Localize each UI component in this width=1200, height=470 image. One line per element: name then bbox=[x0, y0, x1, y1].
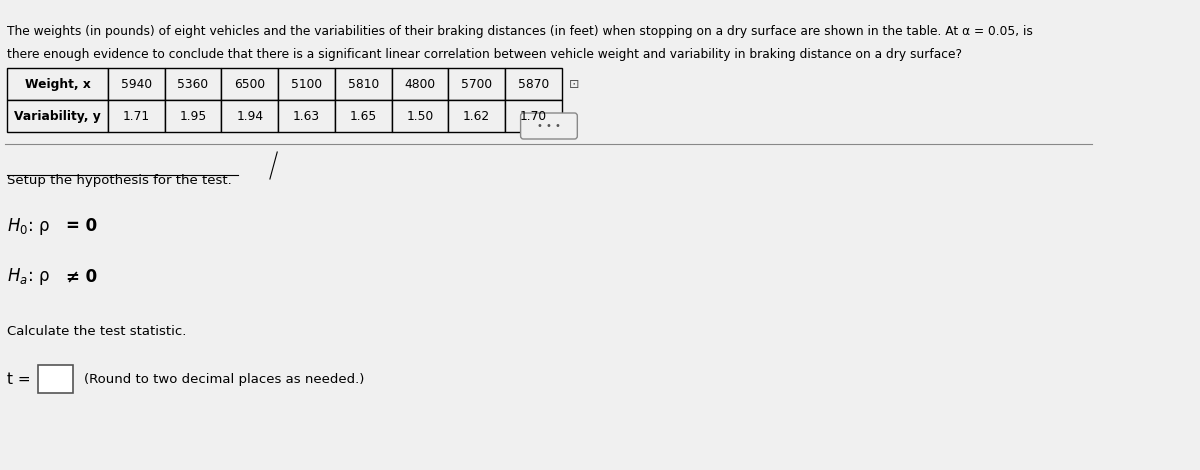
Text: 1.94: 1.94 bbox=[236, 110, 263, 123]
Bar bbox=[391, 68, 449, 100]
Bar bbox=[278, 68, 335, 100]
Text: ≠ 0: ≠ 0 bbox=[66, 267, 97, 285]
Bar bbox=[391, 100, 449, 132]
Text: = 0: = 0 bbox=[66, 217, 97, 235]
Text: 5870: 5870 bbox=[517, 78, 550, 91]
Bar bbox=[7, 68, 108, 100]
Text: Setup the hypothesis for the test.: Setup the hypothesis for the test. bbox=[7, 174, 232, 187]
Text: • • •: • • • bbox=[538, 121, 560, 131]
Text: 1.62: 1.62 bbox=[463, 110, 491, 123]
Bar bbox=[449, 100, 505, 132]
Bar bbox=[505, 100, 562, 132]
Text: 1.95: 1.95 bbox=[180, 110, 206, 123]
Text: Variability, y: Variability, y bbox=[14, 110, 101, 123]
Text: 5360: 5360 bbox=[178, 78, 209, 91]
Text: ⊡: ⊡ bbox=[569, 78, 580, 91]
Bar bbox=[108, 68, 164, 100]
Text: 4800: 4800 bbox=[404, 78, 436, 91]
Bar bbox=[108, 100, 164, 132]
Text: Calculate the test statistic.: Calculate the test statistic. bbox=[7, 324, 187, 337]
Text: $H_0$: ρ: $H_0$: ρ bbox=[7, 216, 50, 236]
Text: there enough evidence to conclude that there is a significant linear correlation: there enough evidence to conclude that t… bbox=[7, 48, 962, 61]
Bar bbox=[164, 100, 222, 132]
Bar bbox=[222, 100, 278, 132]
Text: Weight, x: Weight, x bbox=[25, 78, 90, 91]
Text: 1.63: 1.63 bbox=[293, 110, 320, 123]
Text: 6500: 6500 bbox=[234, 78, 265, 91]
Text: $H_a$: ρ: $H_a$: ρ bbox=[7, 266, 50, 287]
Text: 5810: 5810 bbox=[348, 78, 379, 91]
Bar bbox=[38, 365, 73, 393]
Text: (Round to two decimal places as needed.): (Round to two decimal places as needed.) bbox=[84, 373, 365, 385]
Text: 1.70: 1.70 bbox=[520, 110, 547, 123]
Text: t =: t = bbox=[7, 371, 31, 386]
Bar bbox=[335, 68, 391, 100]
Text: 1.65: 1.65 bbox=[349, 110, 377, 123]
Text: 1.71: 1.71 bbox=[122, 110, 150, 123]
Bar bbox=[505, 68, 562, 100]
FancyBboxPatch shape bbox=[521, 113, 577, 139]
Bar bbox=[449, 68, 505, 100]
Text: 5100: 5100 bbox=[290, 78, 322, 91]
Text: 5940: 5940 bbox=[121, 78, 152, 91]
Text: The weights (in pounds) of eight vehicles and the variabilities of their braking: The weights (in pounds) of eight vehicle… bbox=[7, 25, 1033, 38]
Bar bbox=[222, 68, 278, 100]
Bar bbox=[278, 100, 335, 132]
Bar bbox=[164, 68, 222, 100]
Text: 5700: 5700 bbox=[461, 78, 492, 91]
Bar bbox=[7, 100, 108, 132]
Text: 1.50: 1.50 bbox=[407, 110, 433, 123]
Bar bbox=[335, 100, 391, 132]
